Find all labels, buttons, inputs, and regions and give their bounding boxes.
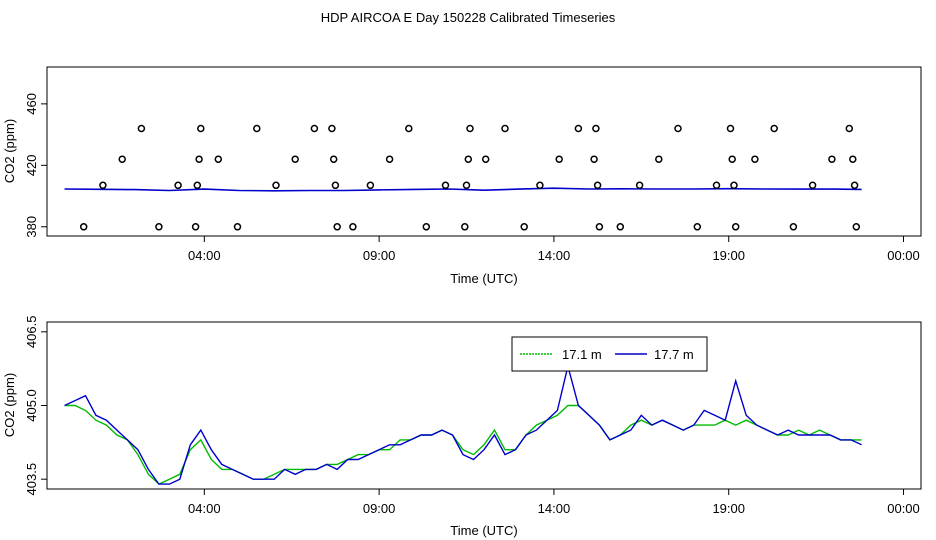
calibration-point [464,155,473,163]
legend-label-blue: 17.7 m [654,347,694,362]
calibration-point [674,124,682,133]
x-tick-label: 04:00 [188,501,221,516]
calibration-point [385,155,394,163]
calibration-point [595,223,604,231]
legend-label-green: 17.1 m [562,347,602,362]
calibration-point [461,223,469,231]
calibration-point [405,124,413,133]
calibration-point [481,155,490,163]
calibration-point [850,181,859,190]
calibration-point [728,155,736,163]
calibration-point [593,181,602,190]
chart-title: HDP AIRCOA E Day 150228 Calibrated Times… [321,10,616,25]
calibration-point [770,124,778,133]
calibration-point [852,223,861,231]
calibration-point [79,223,88,231]
calibration-point [422,223,431,231]
calibration-point [99,181,107,190]
calibration-point [310,124,319,133]
top-axes: 04:00 09:00 14:00 19:00 00:00 380 420 460 [24,93,920,263]
calibration-point [272,181,280,190]
calibration-point [501,124,509,133]
calibration-point [462,181,471,190]
y-tick-label: 406.5 [24,316,39,349]
calibration-point [730,181,738,190]
calibration-point [655,155,663,163]
calibration-point [635,181,644,190]
top-x-axis-label: Time (UTC) [450,271,517,286]
calibration-point [331,181,340,190]
x-tick-label: 09:00 [363,501,396,516]
calibration-point [590,155,598,163]
calibration-point [195,155,203,163]
calibration-point [616,223,625,231]
legend: 17.1 m 17.7 m [511,336,708,372]
calibration-point [751,155,759,163]
y-tick-label: 403.5 [24,463,39,496]
y-tick-label: 420 [24,154,39,176]
calibration-point [693,223,702,231]
x-tick-label: 19:00 [712,501,745,516]
calibration-point [520,223,528,231]
calibration-point [118,155,126,163]
x-tick-label: 14:00 [538,501,571,516]
x-tick-label: 09:00 [363,248,396,263]
calibration-point [712,181,721,190]
top-plot-marks [64,124,862,231]
x-tick-label: 19:00 [712,248,745,263]
calibration-point [574,124,583,133]
calibration-point [253,124,261,133]
calibration-point [845,124,854,133]
series-line-17-7m [64,187,862,192]
bottom-plot-frame [46,321,922,490]
calibration-point [137,124,146,133]
calibration-point [191,223,200,231]
calibration-point [441,181,450,190]
bottom-x-axis-label: Time (UTC) [450,523,517,538]
series-line-17-7m [64,366,862,485]
series-line-17-1m [64,404,862,485]
calibration-point [328,124,336,133]
calibration-point [333,223,341,231]
calibration-point [214,155,223,163]
calibration-point [726,124,735,133]
calibration-point [789,223,798,231]
calibration-point [366,181,375,190]
calibration-point [466,124,474,133]
calibration-point [329,155,338,163]
x-tick-label: 00:00 [887,501,920,516]
calibration-point [536,181,544,190]
x-tick-label: 14:00 [538,248,571,263]
calibration-point [849,155,857,163]
calibration-point [555,155,563,163]
calibration-point [808,181,817,190]
x-tick-label: 00:00 [887,248,920,263]
top-plot-frame [46,66,922,237]
calibration-point [592,124,600,133]
x-tick-label: 04:00 [188,248,221,263]
calibration-point [233,223,242,231]
calibration-point [828,155,836,163]
calibration-point [197,124,205,133]
y-tick-label: 405.0 [24,389,39,422]
calibration-point [193,181,202,190]
bottom-plot-marks [64,366,862,485]
y-tick-label: 460 [24,93,39,115]
calibration-point [155,223,163,231]
top-y-axis-label: CO2 (ppm) [2,119,17,183]
calibration-point [731,223,740,231]
top-panel: 04:00 09:00 14:00 19:00 00:00 380 420 460 Time … [2,66,922,286]
y-tick-label: 380 [24,216,39,238]
calibration-point [291,155,299,163]
calibration-point [174,181,182,190]
bottom-axes: 04:00 09:00 14:00 19:00 00:00 403.5 405.0 406.5 [24,316,920,516]
bottom-panel: 04:00 09:00 14:00 19:00 00:00 403.5 405.0 406.5… [2,316,922,538]
calibration-point [349,223,357,231]
bottom-y-axis-label: CO2 (ppm) [2,373,17,437]
